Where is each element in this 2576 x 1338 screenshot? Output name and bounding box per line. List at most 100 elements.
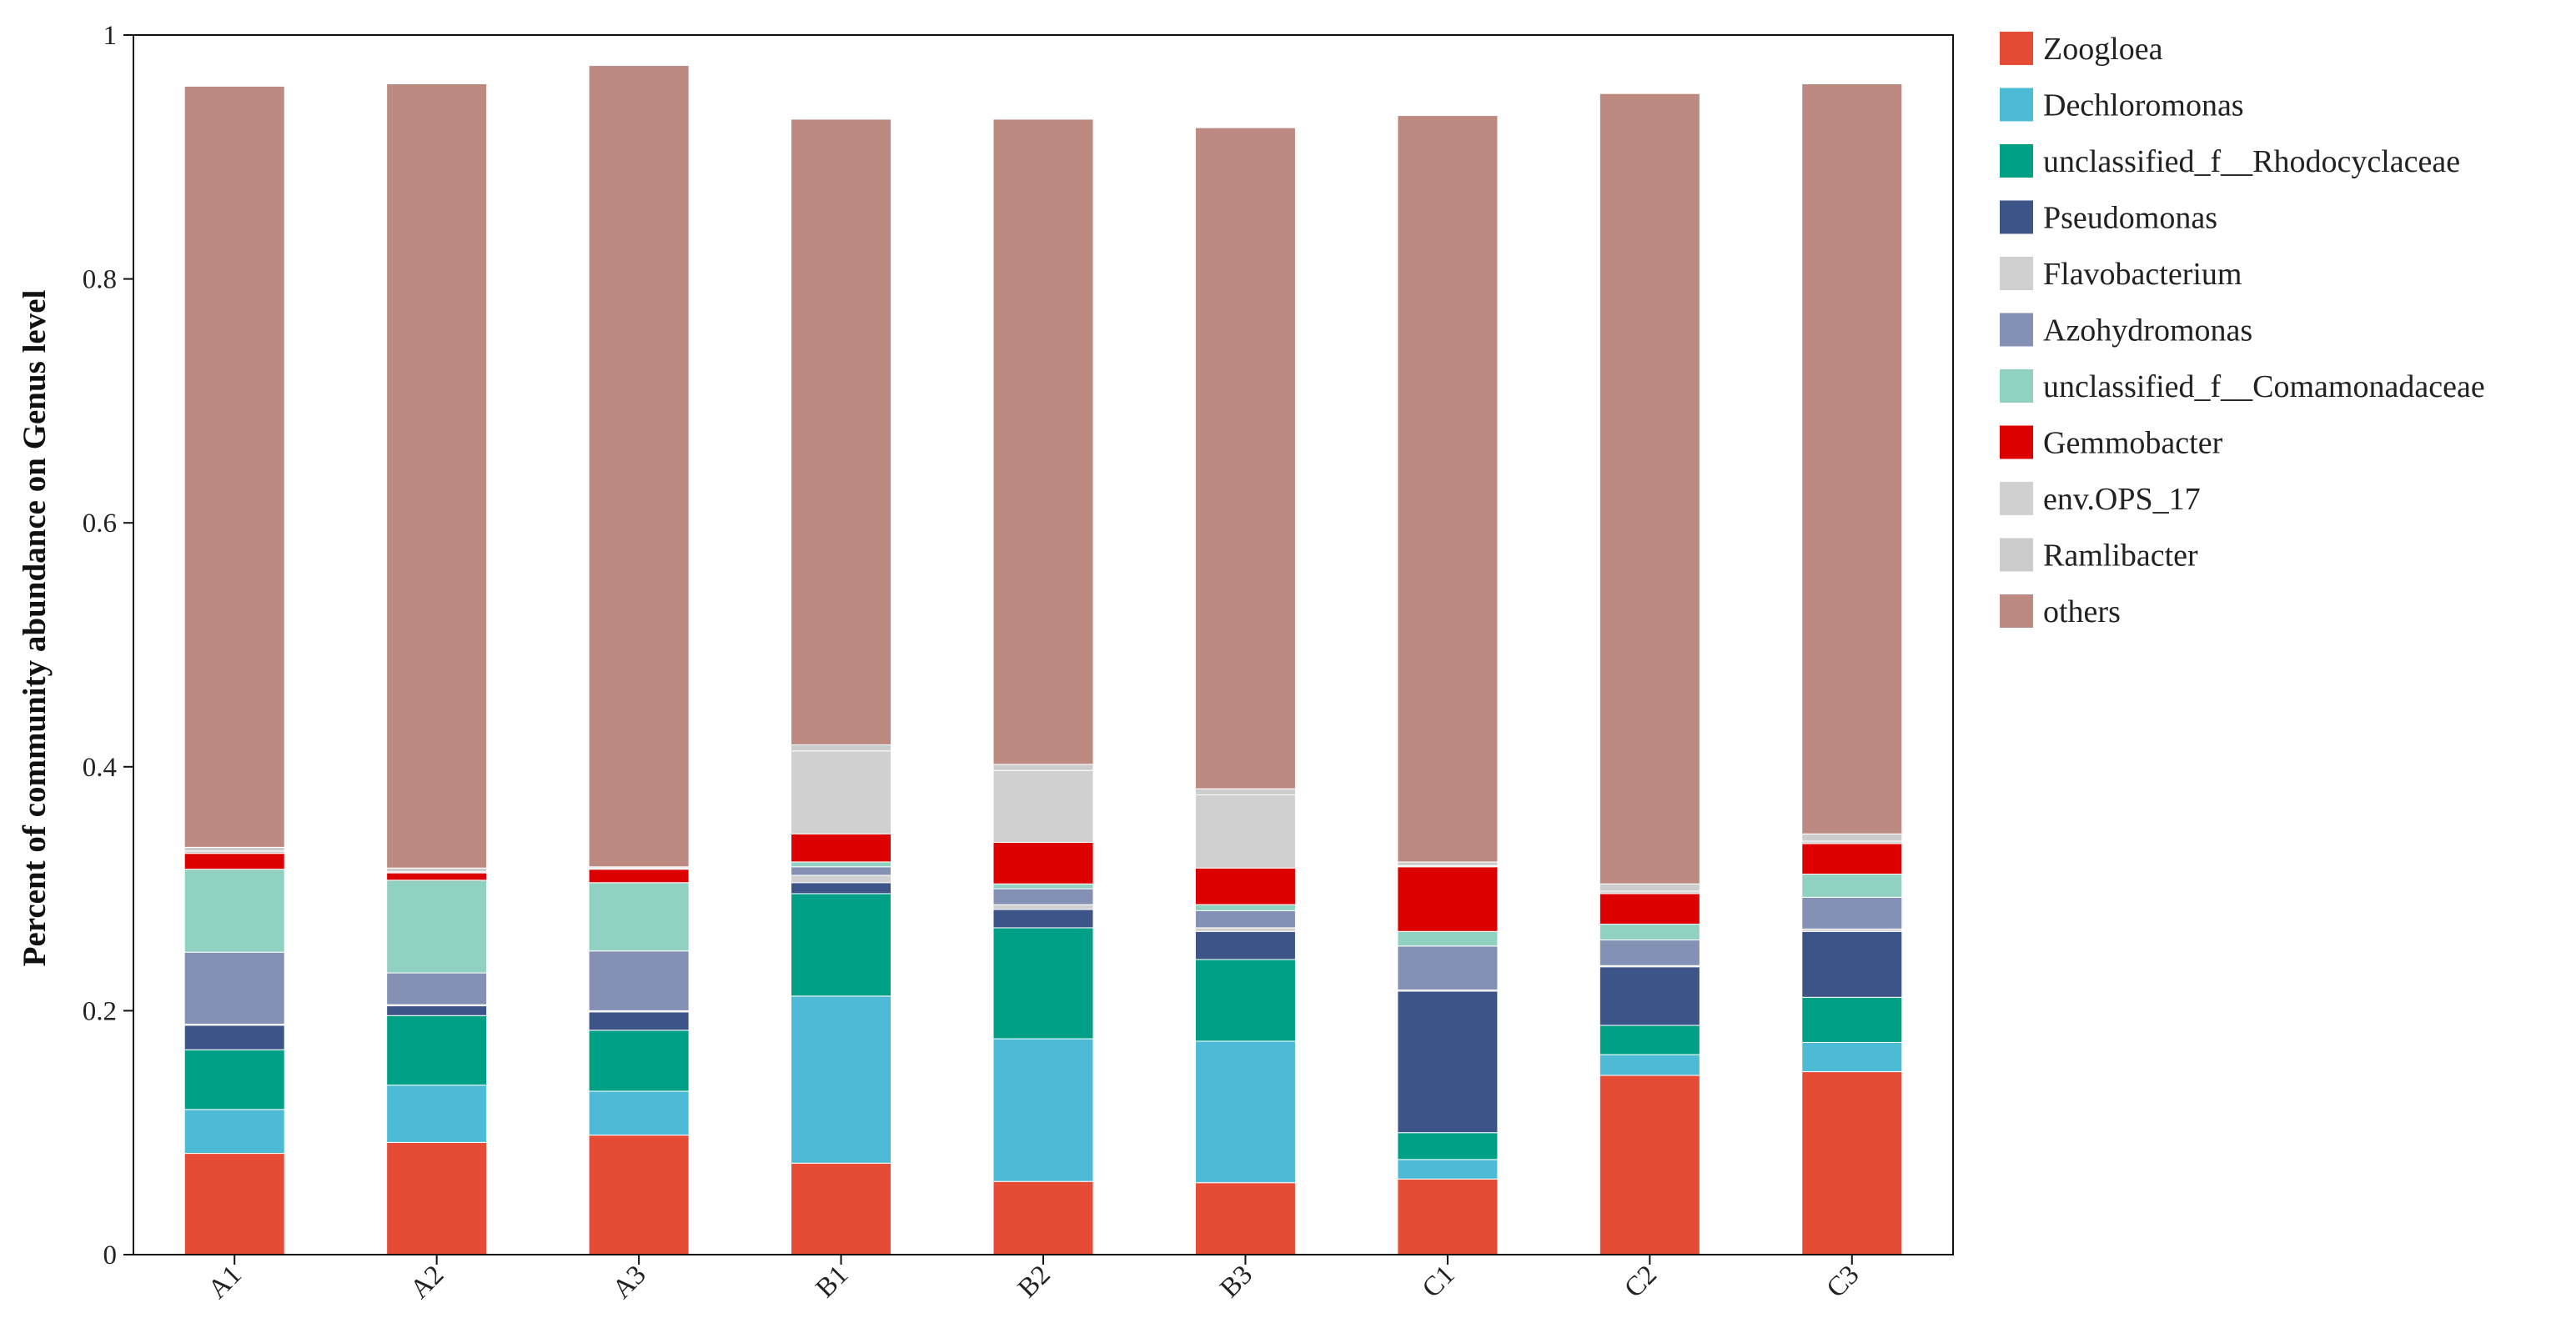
legend-swatch	[2000, 425, 2033, 459]
bar-segment	[588, 1135, 690, 1255]
bar-segment	[992, 909, 1094, 929]
bar-segment	[386, 83, 488, 869]
x-tick-label: B2	[1012, 1260, 1057, 1304]
bars-group	[183, 65, 1903, 1255]
legend-item: Zoogloea	[2000, 32, 2163, 67]
bar-segment	[992, 927, 1094, 1040]
x-tick-label: B1	[811, 1260, 855, 1304]
bar-segment	[791, 1162, 892, 1255]
legend-swatch	[2000, 144, 2033, 178]
legend-item: Flavobacterium	[2000, 257, 2242, 292]
legend-item: Gemmobacter	[2000, 425, 2223, 461]
bar-segment	[588, 1011, 690, 1031]
bar-segment	[1194, 910, 1296, 929]
x-tick-label: C2	[1619, 1260, 1663, 1304]
legend-label: others	[2043, 594, 2121, 629]
bar-segment	[992, 1180, 1094, 1255]
legend-swatch	[2000, 538, 2033, 572]
x-tick-label: C3	[1821, 1260, 1865, 1304]
bar-segment	[1194, 788, 1296, 795]
x-tick-label: B3	[1214, 1260, 1258, 1304]
bar-segment	[992, 904, 1094, 910]
bar-segment	[1599, 924, 1700, 941]
bar-segment	[1801, 996, 1903, 1043]
legend-label: Flavobacterium	[2043, 257, 2242, 292]
legend-swatch	[2000, 200, 2033, 234]
legend-item: unclassified_f__Rhodocyclaceae	[2000, 144, 2460, 179]
x-tick-label: A1	[203, 1260, 248, 1305]
bar-segment	[791, 833, 892, 863]
bar-segment	[1599, 966, 1700, 1026]
y-tick-label: 0.2	[83, 996, 117, 1026]
bar-stack-A2	[386, 83, 488, 1255]
bar-segment	[1801, 833, 1903, 842]
bar-segment	[183, 1049, 285, 1110]
bar-segment	[588, 882, 690, 952]
bar-stack-A3	[588, 65, 690, 1255]
bar-segment	[1397, 990, 1499, 1134]
legend-swatch	[2000, 482, 2033, 515]
bar-segment	[1801, 83, 1903, 834]
bar-segment	[791, 893, 892, 997]
bar-segment	[1194, 927, 1296, 932]
bar-segment	[386, 1141, 488, 1255]
bar-segment	[183, 1153, 285, 1255]
bar-segment	[1397, 930, 1499, 947]
x-tick-label: A2	[404, 1260, 449, 1305]
legend-label: Dechloromonas	[2043, 88, 2244, 123]
legend-swatch	[2000, 88, 2033, 122]
bar-segment	[183, 846, 285, 852]
bar-segment	[1599, 940, 1700, 966]
legend-swatch	[2000, 369, 2033, 403]
bar-segment	[1397, 866, 1499, 932]
legend-label: Gemmobacter	[2043, 426, 2223, 461]
bar-segment	[992, 769, 1094, 844]
legend-item: others	[2000, 594, 2121, 629]
bar-segment	[1397, 115, 1499, 863]
y-tick-label: 0.6	[83, 509, 117, 539]
bar-segment	[1194, 930, 1296, 960]
bar-stack-A1	[183, 85, 285, 1255]
bar-segment	[183, 1025, 285, 1050]
bar-segment	[386, 1085, 488, 1143]
bar-segment	[588, 65, 690, 868]
legend-item: Pseudomonas	[2000, 200, 2217, 236]
bar-segment	[386, 972, 488, 1005]
bar-segment	[1194, 959, 1296, 1042]
bar-segment	[992, 764, 1094, 771]
bar-segment	[1194, 1040, 1296, 1184]
legend-item: Dechloromonas	[2000, 88, 2244, 123]
bar-segment	[1599, 1075, 1700, 1255]
bar-segment	[1397, 945, 1499, 991]
bar-segment	[1801, 930, 1903, 998]
bar-stack-B1	[791, 118, 892, 1255]
bar-segment	[1397, 1178, 1499, 1255]
y-axis-label: Percent of community abundance on Genus …	[17, 289, 53, 966]
bar-segment	[1599, 883, 1700, 892]
bar-segment	[1801, 896, 1903, 930]
bar-segment	[992, 1038, 1094, 1182]
bar-segment	[992, 888, 1094, 905]
y-tick-label: 0.8	[83, 265, 117, 295]
legend: Zoogloea Dechloromonas unclassified_f__Rho…	[2000, 32, 2485, 629]
legend-label: env.OPS_17	[2043, 482, 2201, 517]
x-axis: A1 A2 A3 B1 B2 B3 C1 C2 C3	[203, 1255, 1865, 1305]
bar-segment	[1801, 1071, 1903, 1255]
bar-segment	[791, 744, 892, 752]
bar-segment	[1194, 867, 1296, 905]
bar-segment	[1397, 861, 1499, 866]
bar-segment	[791, 995, 892, 1164]
bar-stack-B3	[1194, 127, 1296, 1255]
bar-segment	[386, 867, 488, 873]
y-axis: 0 0.2 0.4 0.6 0.8 1	[83, 21, 133, 1270]
bar-segment	[1801, 874, 1903, 898]
legend-label: Zoogloea	[2043, 32, 2163, 67]
bar-stack-C3	[1801, 83, 1903, 1255]
legend-item: Ramlibacter	[2000, 538, 2198, 574]
bar-segment	[588, 1090, 690, 1136]
y-tick-label: 0.4	[83, 753, 117, 783]
bar-segment	[183, 951, 285, 1025]
bar-segment	[183, 1109, 285, 1155]
y-tick-label: 1	[103, 21, 118, 51]
bar-segment	[1801, 843, 1903, 875]
